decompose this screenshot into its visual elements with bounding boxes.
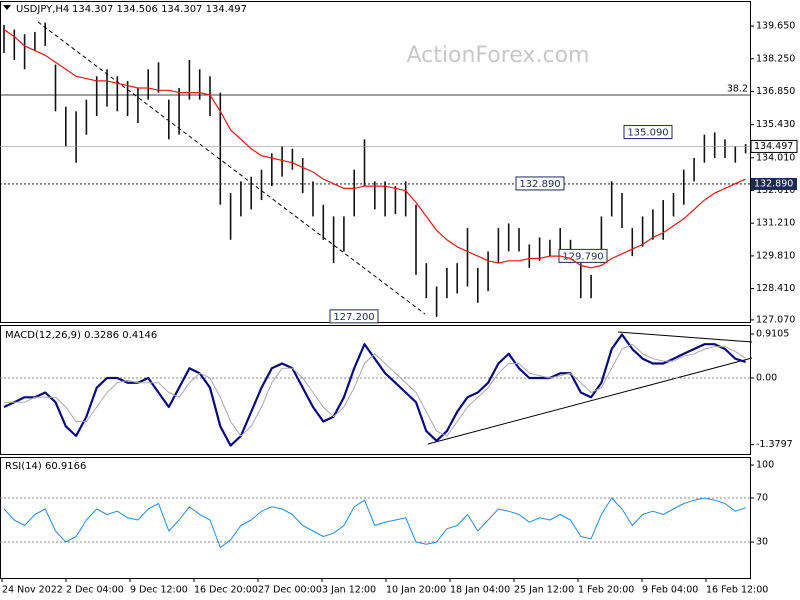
y-tick-label: -1.3797 — [756, 439, 793, 450]
y-tick-label: 70 — [756, 493, 768, 504]
y-tick-label: 132.610 — [756, 185, 795, 196]
y-tick-label: 127.070 — [756, 314, 795, 325]
x-tick-label: 27 Dec 00:00 — [258, 585, 322, 596]
x-tick-label: 24 Nov 2022 — [2, 585, 63, 596]
y-tick-label: 136.850 — [756, 86, 795, 97]
x-tick-label: 18 Jan 04:00 — [450, 585, 510, 596]
x-tick-label: 1 Feb 20:00 — [578, 585, 634, 596]
trend-line — [617, 331, 753, 343]
annotation-box — [329, 309, 379, 324]
last-price-label: 134.497 — [754, 141, 793, 152]
macd-title: MACD(12,26,9) 0.3286 0.4146 — [5, 330, 157, 341]
watermark: ActionForex.com — [407, 43, 590, 68]
x-tick-label: 16 Dec 20:00 — [194, 585, 258, 596]
y-tick-label: 135.430 — [756, 119, 795, 130]
panel-frame — [0, 325, 751, 455]
annotation-label: 135.090 — [627, 128, 668, 139]
annotation-label: 129.790 — [562, 251, 603, 262]
annotation-box — [515, 176, 565, 191]
symbol-title: USDJPY,H4 — [16, 4, 69, 15]
y-tick-label: 134.010 — [756, 152, 795, 163]
annotation-label: 132.890 — [519, 179, 560, 190]
x-tick-label: 25 Jan 12:00 — [514, 585, 574, 596]
x-tick-label: 2 Dec 04:00 — [66, 585, 124, 596]
y-tick-label: 0.00 — [756, 372, 777, 383]
y-tick-label: 0.9105 — [756, 328, 789, 339]
annotation-label: 127.200 — [333, 312, 374, 323]
indicator-line — [4, 343, 746, 437]
indicator-line — [3, 29, 746, 269]
menu-arrow[interactable] — [3, 5, 11, 10]
y-tick-label: 128.410 — [756, 283, 795, 294]
y-tick-label: 139.650 — [756, 21, 795, 32]
trend-line — [37, 21, 426, 315]
x-tick-label: 10 Jan 20:00 — [386, 585, 446, 596]
trend-line — [427, 357, 753, 445]
x-tick-label: 9 Feb 04:00 — [642, 585, 698, 596]
level-label: 38.2 — [727, 83, 748, 94]
level-box — [751, 177, 797, 190]
last-price-box — [750, 139, 798, 153]
y-tick-label: 30 — [756, 537, 768, 548]
panel-frame — [0, 457, 751, 579]
indicator-line — [3, 497, 746, 548]
y-tick-label: 129.810 — [756, 250, 795, 261]
y-tick-label: 138.250 — [756, 53, 795, 64]
annotation-box — [623, 125, 673, 140]
level-value-label: 132.890 — [754, 178, 793, 189]
x-tick-label: 9 Dec 12:00 — [130, 585, 188, 596]
y-tick-label: 100 — [756, 460, 774, 471]
x-tick-label: 3 Jan 12:00 — [322, 585, 376, 596]
ohlc-values: 134.307 134.506 134.307 134.497 — [72, 4, 247, 15]
indicator-line — [3, 333, 746, 447]
y-tick-label: 131.210 — [756, 218, 795, 229]
rsi-title: RSI(14) 60.9166 — [5, 461, 86, 472]
x-tick-label: 16 Feb 12:00 — [706, 585, 768, 596]
